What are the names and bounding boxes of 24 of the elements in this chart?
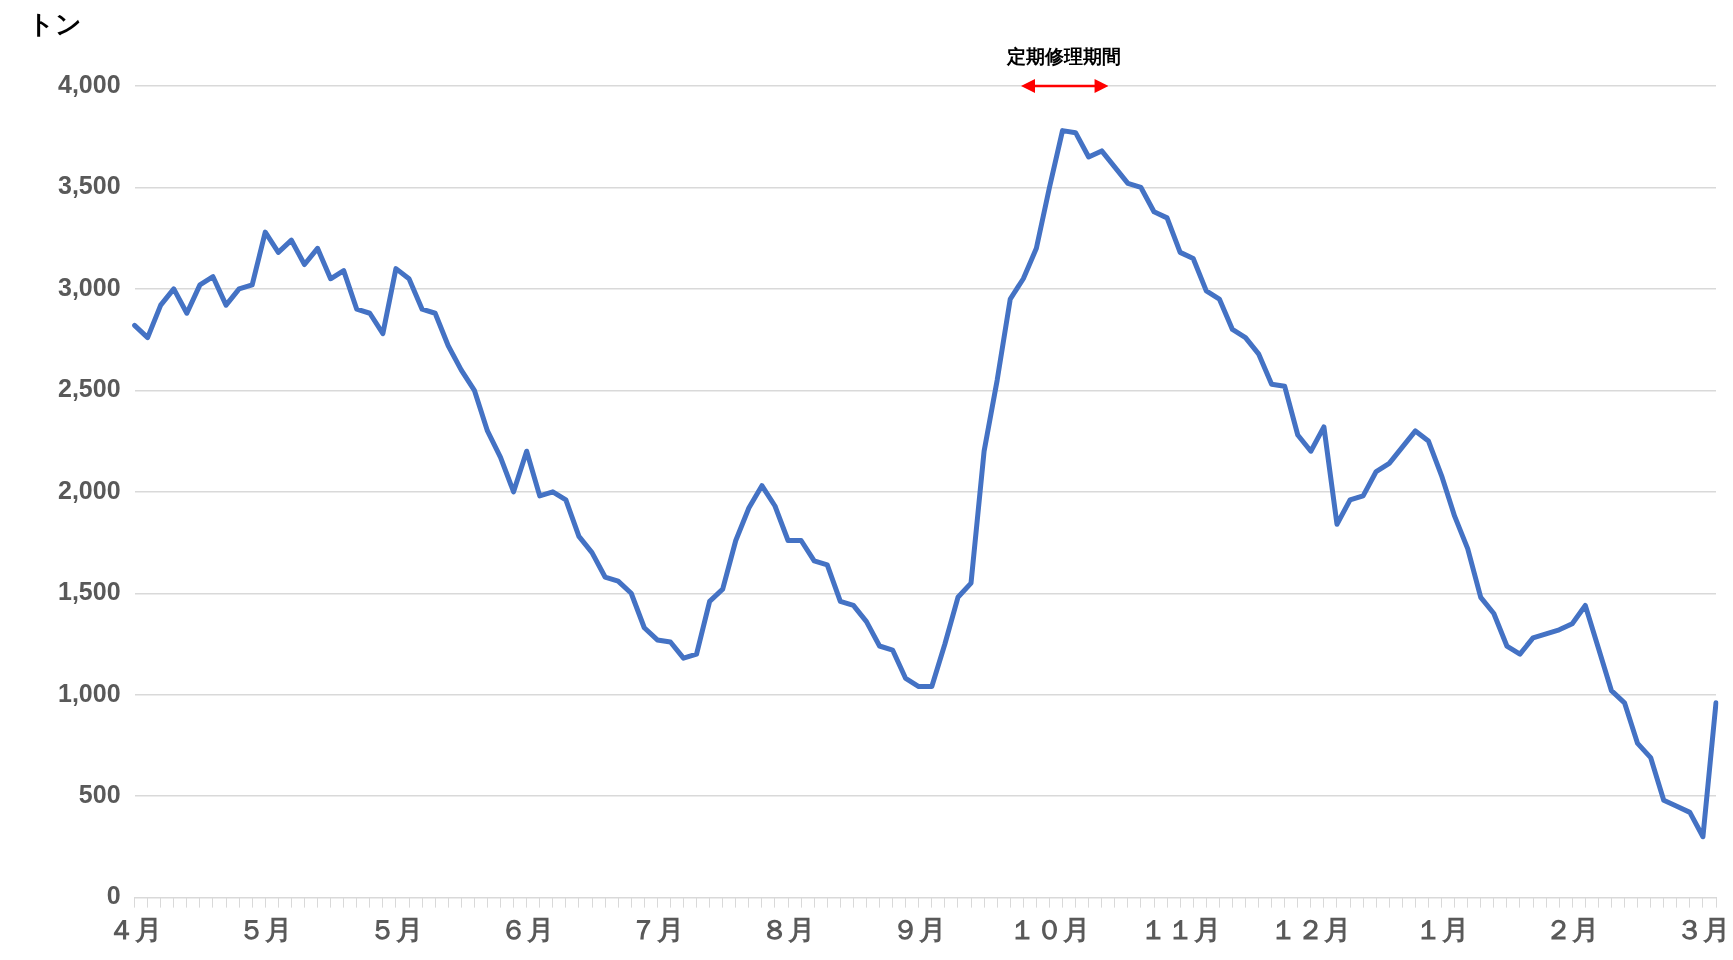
x-tick-label: １２月 bbox=[1270, 915, 1352, 946]
y-tick-label: 1,000 bbox=[58, 678, 121, 707]
y-tick-label: 1,500 bbox=[58, 577, 121, 606]
x-tick-label: ９月 bbox=[891, 915, 946, 946]
y-axis-title: トン bbox=[28, 9, 82, 40]
text: 定期修理期間 bbox=[1006, 46, 1122, 68]
x-tick-label: ５月 bbox=[238, 915, 293, 946]
y-tick-label: 2,000 bbox=[58, 475, 121, 504]
x-tick-label: １月 bbox=[1414, 915, 1469, 946]
x-tick-label: ４月 bbox=[107, 915, 162, 946]
x-tick-label: ３月 bbox=[1675, 915, 1730, 946]
x-tick-label: ７月 bbox=[630, 915, 685, 946]
y-tick-label: 500 bbox=[78, 780, 121, 809]
y-tick-label: 0 bbox=[106, 881, 121, 910]
y-tick-label: 2,500 bbox=[58, 374, 121, 403]
x-tick-label: １１月 bbox=[1139, 915, 1221, 946]
x-tick-label: ２月 bbox=[1545, 915, 1600, 946]
x-tick-label: ５月 bbox=[368, 915, 423, 946]
x-tick-label: １０月 bbox=[1008, 915, 1090, 946]
y-tick-label: 3,000 bbox=[58, 272, 121, 301]
y-tick-label: 3,500 bbox=[58, 171, 121, 200]
y-tick-label: 4,000 bbox=[58, 69, 121, 98]
x-tick-label: ８月 bbox=[761, 915, 816, 946]
x-tick-label: ６月 bbox=[499, 915, 554, 946]
